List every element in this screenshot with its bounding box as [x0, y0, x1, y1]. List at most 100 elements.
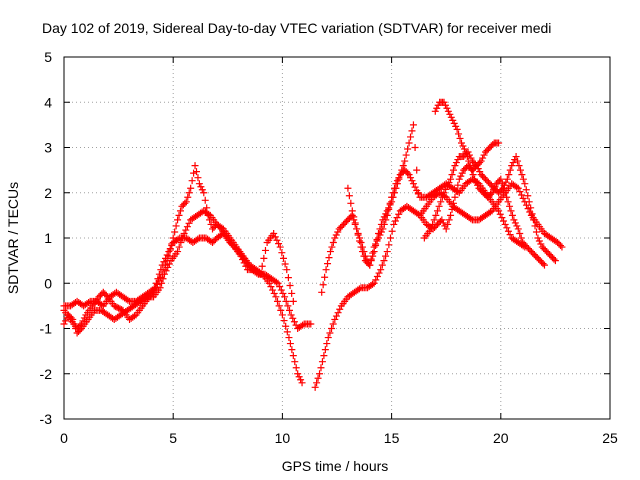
- data-point: [311, 383, 319, 391]
- data-point: [255, 269, 263, 277]
- data-point: [350, 213, 358, 221]
- data-point: [438, 193, 446, 201]
- data-point: [479, 154, 487, 162]
- data-point: [531, 222, 539, 230]
- data-point: [160, 266, 168, 274]
- data-point: [195, 180, 203, 188]
- data-point: [321, 346, 329, 354]
- data-point: [450, 119, 458, 127]
- data-point: [534, 234, 542, 242]
- data-point: [517, 234, 525, 242]
- data-point: [435, 202, 443, 210]
- data-point: [168, 240, 176, 248]
- data-point: [291, 358, 299, 366]
- data-point: [491, 183, 499, 191]
- data-point: [331, 234, 339, 242]
- data-point: [332, 231, 340, 239]
- data-point: [363, 255, 371, 263]
- data-point: [289, 314, 297, 322]
- data-point: [299, 321, 307, 329]
- data-point: [497, 175, 505, 183]
- data-point: [155, 277, 163, 285]
- x-tick-label: 15: [384, 430, 400, 446]
- x-axis-label: GPS time / hours: [282, 458, 389, 474]
- data-point: [283, 266, 291, 274]
- data-point: [444, 107, 452, 115]
- data-point: [506, 202, 514, 210]
- data-point: [366, 261, 374, 269]
- data-point: [368, 280, 376, 288]
- data-point: [476, 168, 484, 176]
- data-point: [539, 260, 547, 268]
- data-point: [345, 192, 353, 200]
- data-point: [163, 257, 171, 265]
- data-point: [203, 204, 211, 212]
- data-point: [480, 151, 488, 159]
- data-point: [272, 278, 280, 286]
- data-point: [69, 315, 77, 323]
- data-point: [506, 231, 514, 239]
- data-point: [500, 217, 508, 225]
- data-point: [358, 243, 366, 251]
- data-point: [391, 189, 399, 197]
- data-point: [347, 199, 355, 207]
- data-point: [393, 180, 401, 188]
- data-point: [318, 358, 326, 366]
- data-point: [295, 373, 303, 381]
- y-tick-label: -2: [40, 366, 53, 382]
- data-point: [401, 157, 409, 165]
- data-point: [326, 248, 334, 256]
- data-point: [458, 169, 466, 177]
- data-point: [454, 181, 462, 189]
- data-point: [385, 241, 393, 249]
- data-point: [477, 157, 485, 165]
- data-point: [391, 217, 399, 225]
- data-point: [516, 229, 524, 237]
- data-point: [237, 252, 245, 260]
- data-point: [457, 139, 465, 147]
- data-point: [273, 236, 281, 244]
- data-point: [169, 234, 177, 242]
- data-point: [267, 283, 275, 291]
- data-point: [465, 157, 473, 165]
- x-tick-label: 25: [602, 430, 618, 446]
- data-point: [257, 270, 265, 278]
- x-tick-label: 0: [60, 430, 68, 446]
- data-point: [469, 171, 477, 179]
- data-point: [284, 302, 292, 310]
- data-point: [488, 189, 496, 197]
- data-point: [374, 229, 382, 237]
- data-point: [290, 318, 298, 326]
- data-point: [440, 98, 448, 106]
- data-point: [468, 166, 476, 174]
- data-point: [393, 214, 401, 222]
- data-point: [515, 162, 523, 170]
- data-point: [175, 211, 183, 219]
- data-point: [206, 216, 214, 224]
- data-point: [377, 266, 385, 274]
- y-tick-label: 1: [44, 230, 52, 246]
- data-point: [197, 183, 205, 191]
- data-point: [285, 334, 293, 342]
- data-point: [460, 145, 468, 153]
- data-point: [185, 189, 193, 197]
- data-point: [452, 187, 460, 195]
- data-point: [402, 151, 410, 159]
- data-point: [404, 145, 412, 153]
- data-point: [512, 153, 520, 161]
- data-point: [314, 374, 322, 382]
- data-point: [411, 144, 419, 151]
- data-point: [318, 288, 326, 296]
- data-point: [242, 262, 250, 270]
- data-point: [177, 239, 185, 247]
- data-point: [527, 204, 535, 212]
- data-point: [471, 160, 479, 168]
- data-point: [176, 207, 184, 215]
- y-axis-label: SDTVAR / TECUs: [5, 182, 21, 294]
- data-point: [265, 279, 273, 287]
- data-point: [486, 208, 494, 216]
- data-point: [273, 297, 281, 305]
- data-point: [443, 104, 451, 112]
- data-point: [448, 171, 456, 179]
